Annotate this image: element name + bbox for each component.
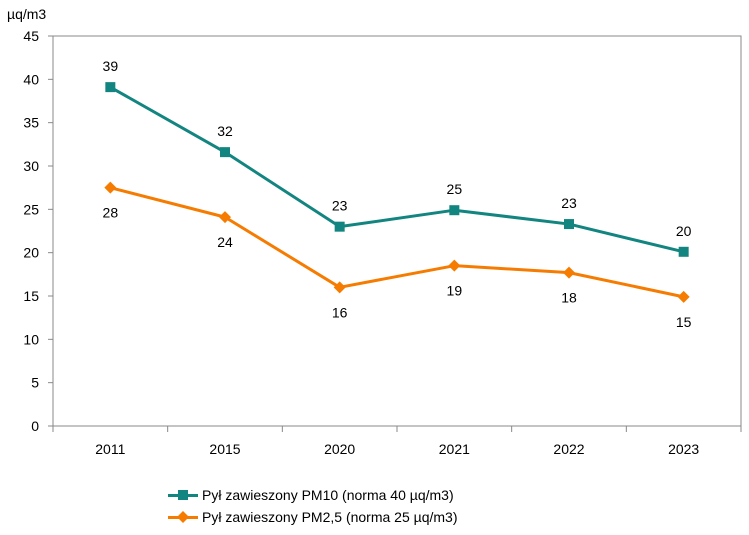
plot-area-border bbox=[52, 35, 742, 427]
data-label: 18 bbox=[561, 290, 577, 306]
x-tick-label: 2023 bbox=[668, 441, 699, 457]
data-point bbox=[219, 211, 231, 224]
data-point bbox=[220, 147, 230, 158]
data-label: 16 bbox=[332, 304, 348, 320]
y-tick-label: 25 bbox=[23, 201, 39, 217]
data-point bbox=[563, 266, 575, 279]
y-tick-label: 35 bbox=[23, 115, 39, 131]
y-tick-label: 40 bbox=[23, 71, 39, 87]
y-axis-unit-label: µq/m3 bbox=[7, 6, 47, 22]
x-tick-label: 2011 bbox=[95, 441, 125, 457]
y-tick-label: 20 bbox=[23, 245, 39, 261]
data-label: 25 bbox=[447, 181, 463, 197]
series-line-pm10 bbox=[109, 85, 685, 254]
x-tick-label: 2021 bbox=[439, 441, 470, 457]
legend-label-pm25: Pył zawieszony PM2,5 (norma 25 µq/m3) bbox=[202, 509, 458, 525]
legend-item-pm25: Pył zawieszony PM2,5 (norma 25 µq/m3) bbox=[168, 506, 458, 528]
y-tick-label: 15 bbox=[23, 288, 39, 304]
legend-item-pm10: Pył zawieszony PM10 (norma 40 µq/m3) bbox=[168, 484, 458, 506]
data-point bbox=[677, 290, 690, 303]
data-point bbox=[448, 259, 461, 272]
data-point bbox=[678, 246, 689, 257]
data-label: 20 bbox=[676, 223, 692, 239]
data-point bbox=[105, 82, 116, 93]
legend-label-pm10: Pył zawieszony PM10 (norma 40 µq/m3) bbox=[202, 487, 454, 503]
x-tick-label: 2020 bbox=[324, 441, 355, 457]
y-tick-label: 45 bbox=[23, 28, 39, 44]
data-point bbox=[333, 281, 346, 294]
data-label: 23 bbox=[332, 198, 348, 214]
square-marker-icon bbox=[178, 490, 188, 500]
data-label: 15 bbox=[676, 314, 692, 330]
data-label: 39 bbox=[103, 58, 119, 74]
data-label: 19 bbox=[447, 283, 463, 299]
x-tick-label: 2022 bbox=[553, 441, 584, 457]
data-label: 32 bbox=[217, 123, 233, 139]
y-tick-label: 30 bbox=[23, 158, 39, 174]
legend: Pył zawieszony PM10 (norma 40 µq/m3) Pył… bbox=[168, 484, 458, 528]
data-label: 28 bbox=[103, 205, 119, 221]
x-tick-label: 2015 bbox=[209, 441, 240, 457]
series-layer: 39 32 23 25 23 20 28 24 16 19 18 15 bbox=[103, 58, 692, 330]
data-point bbox=[334, 221, 345, 232]
y-tick-label: 10 bbox=[23, 331, 39, 347]
diamond-marker-icon bbox=[176, 510, 190, 524]
legend-swatch-pm10 bbox=[168, 488, 198, 502]
y-tick-label: 0 bbox=[31, 418, 39, 434]
data-point bbox=[449, 205, 460, 216]
data-point bbox=[104, 181, 117, 194]
legend-swatch-pm25 bbox=[168, 510, 198, 524]
y-tick-label: 5 bbox=[31, 375, 39, 391]
data-point bbox=[564, 219, 574, 230]
series-line-pm25 bbox=[109, 186, 684, 299]
data-label: 23 bbox=[561, 195, 577, 211]
data-label: 24 bbox=[217, 234, 233, 250]
